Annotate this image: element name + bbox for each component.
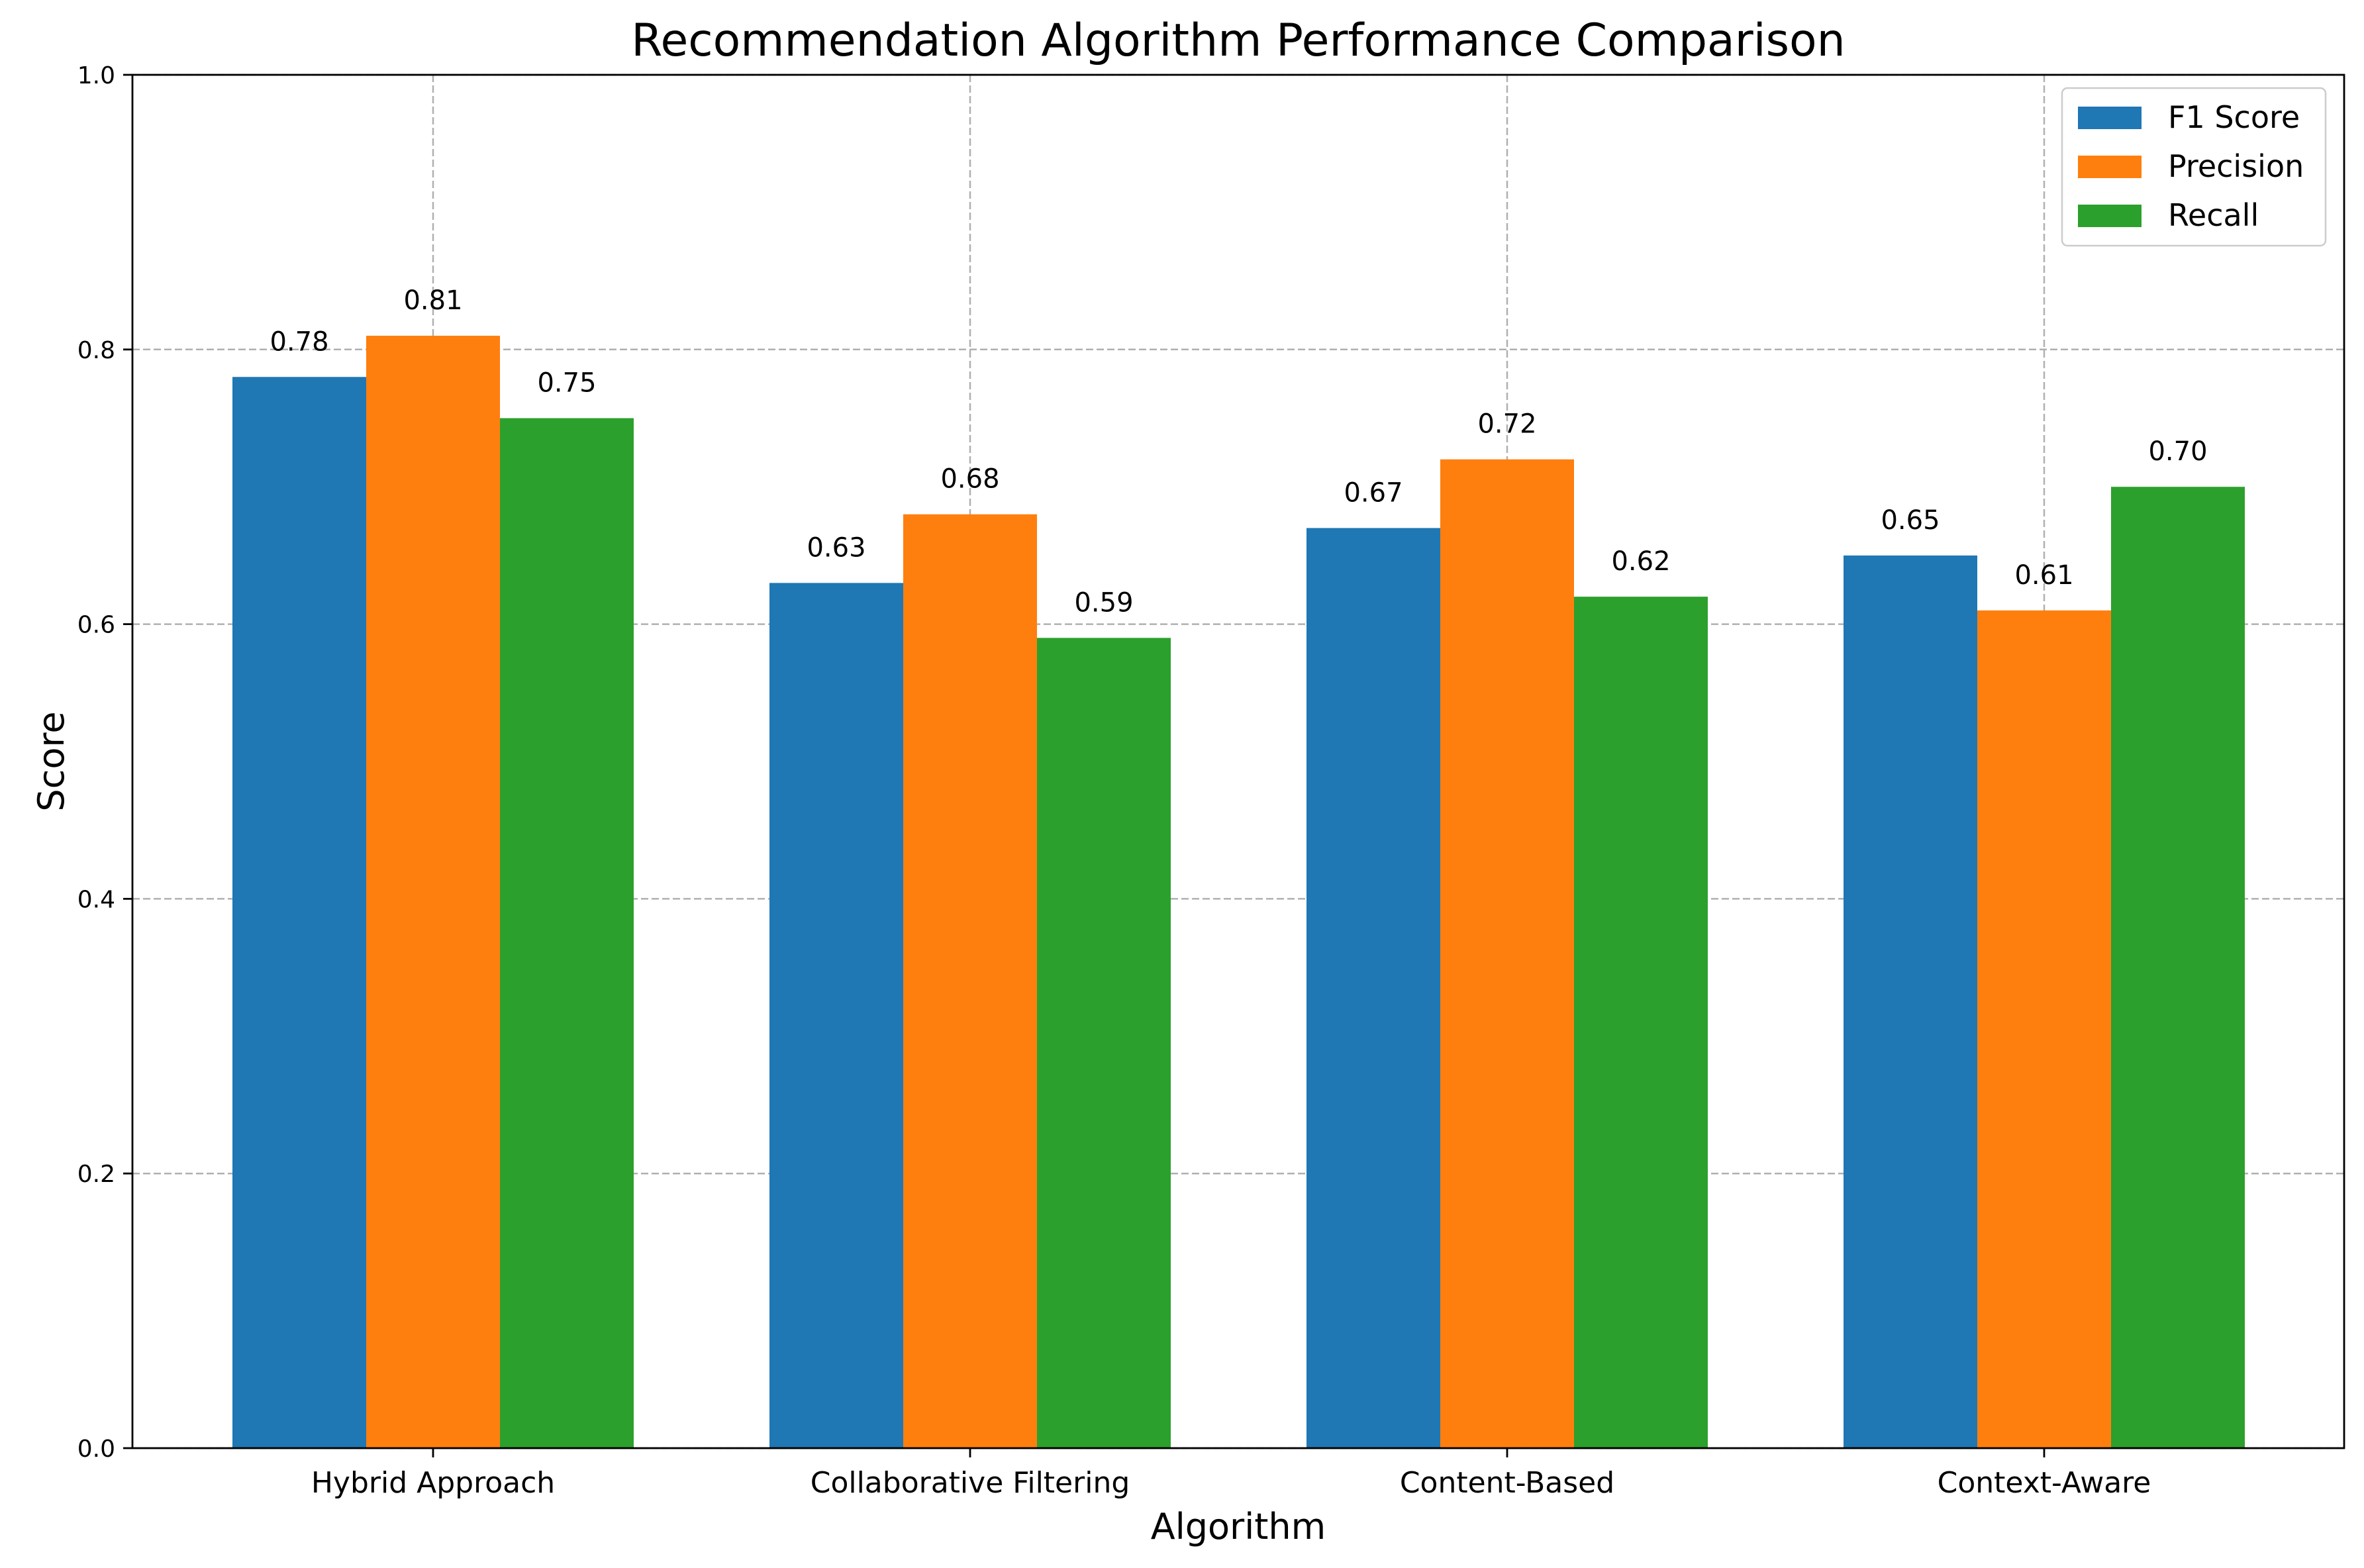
legend-swatch: [2078, 107, 2142, 129]
bar: [1574, 597, 1708, 1448]
bar-value-label: 0.72: [1477, 409, 1536, 440]
bar: [500, 418, 634, 1448]
bar: [2111, 487, 2245, 1449]
bar: [366, 336, 500, 1448]
y-tick-label: 1.0: [77, 62, 115, 89]
x-tick-label: Content-Based: [1400, 1466, 1614, 1500]
x-tick-label: Context-Aware: [1938, 1466, 2151, 1500]
legend-swatch: [2078, 205, 2142, 227]
y-tick-label: 0.0: [77, 1436, 115, 1463]
legend-label: F1 Score: [2168, 99, 2300, 135]
bar: [1977, 610, 2111, 1448]
bar: [1037, 638, 1171, 1448]
bar-value-label: 0.62: [1611, 546, 1670, 577]
chart-title: Recommendation Algorithm Performance Com…: [631, 15, 1845, 67]
bar-value-label: 0.78: [270, 326, 328, 357]
x-axis-label: Algorithm: [1151, 1506, 1326, 1547]
bar: [1306, 528, 1440, 1449]
bar-value-label: 0.67: [1344, 477, 1403, 508]
bar: [232, 377, 366, 1448]
bars-layer: [232, 336, 2245, 1449]
legend-swatch: [2078, 156, 2142, 178]
y-tick-label: 0.4: [77, 886, 115, 913]
bar-labels-layer: 0.78 0.63 0.67 0.65 0.81 0.68 0.72 0.61 0.75 0.59…: [270, 285, 2207, 618]
bar-value-label: 0.81: [403, 285, 462, 316]
y-tick-label: 0.8: [77, 337, 115, 364]
y-tick-label: 0.6: [77, 612, 115, 639]
bar-value-label: 0.61: [2014, 560, 2073, 591]
bar: [1440, 459, 1574, 1448]
bar-value-label: 0.68: [940, 464, 999, 495]
x-tick-label: Collaborative Filtering: [811, 1466, 1130, 1500]
y-tick-label: 0.2: [77, 1161, 115, 1188]
bar-value-label: 0.63: [807, 532, 865, 563]
legend: F1 Score Precision Recall: [2061, 87, 2327, 247]
x-tick-label: Hybrid Approach: [311, 1466, 555, 1500]
bar-value-label: 0.70: [2148, 436, 2207, 467]
bar: [903, 514, 1037, 1449]
y-axis-label: Score: [30, 711, 72, 811]
bar: [1844, 555, 1977, 1448]
ticks-layer: 0.0 0.2 0.4 0.6 0.8 1.0 Hybrid Approach Collabo…: [77, 62, 2151, 1500]
bar-value-label: 0.75: [537, 368, 596, 399]
bar: [769, 583, 903, 1448]
bar-value-label: 0.59: [1074, 587, 1133, 618]
bar-value-label: 0.65: [1881, 505, 1940, 536]
legend-label: Precision: [2168, 148, 2304, 184]
legend-label: Recall: [2168, 197, 2259, 233]
plot-frame: [131, 74, 2345, 1449]
